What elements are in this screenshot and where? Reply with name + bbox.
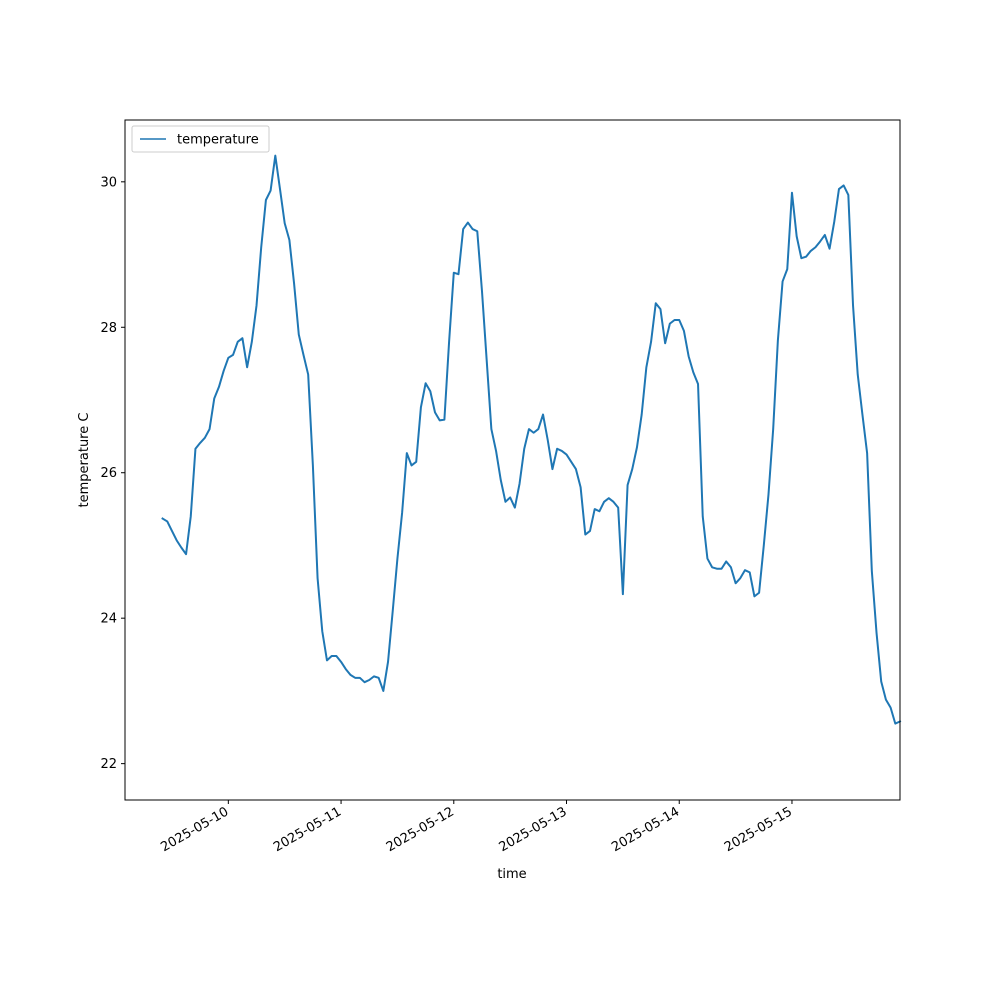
plot-area <box>125 120 900 800</box>
y-axis-label: temperature C <box>77 413 92 508</box>
x-axis-label: time <box>497 867 526 882</box>
axes-frame <box>124 119 901 801</box>
series-layer <box>161 154 902 725</box>
y-tick-label: 24 <box>100 612 117 627</box>
y-tick-label: 26 <box>100 466 117 481</box>
legend: temperature <box>131 125 270 153</box>
y-tick-label: 30 <box>100 175 117 190</box>
legend-box <box>131 125 270 153</box>
y-axis: 22 24 26 28 30 <box>100 175 125 772</box>
y-tick-label: 28 <box>100 321 117 336</box>
series-line-temperature <box>161 154 902 725</box>
legend-label: temperature <box>177 133 259 148</box>
y-tick-label: 22 <box>100 757 117 772</box>
